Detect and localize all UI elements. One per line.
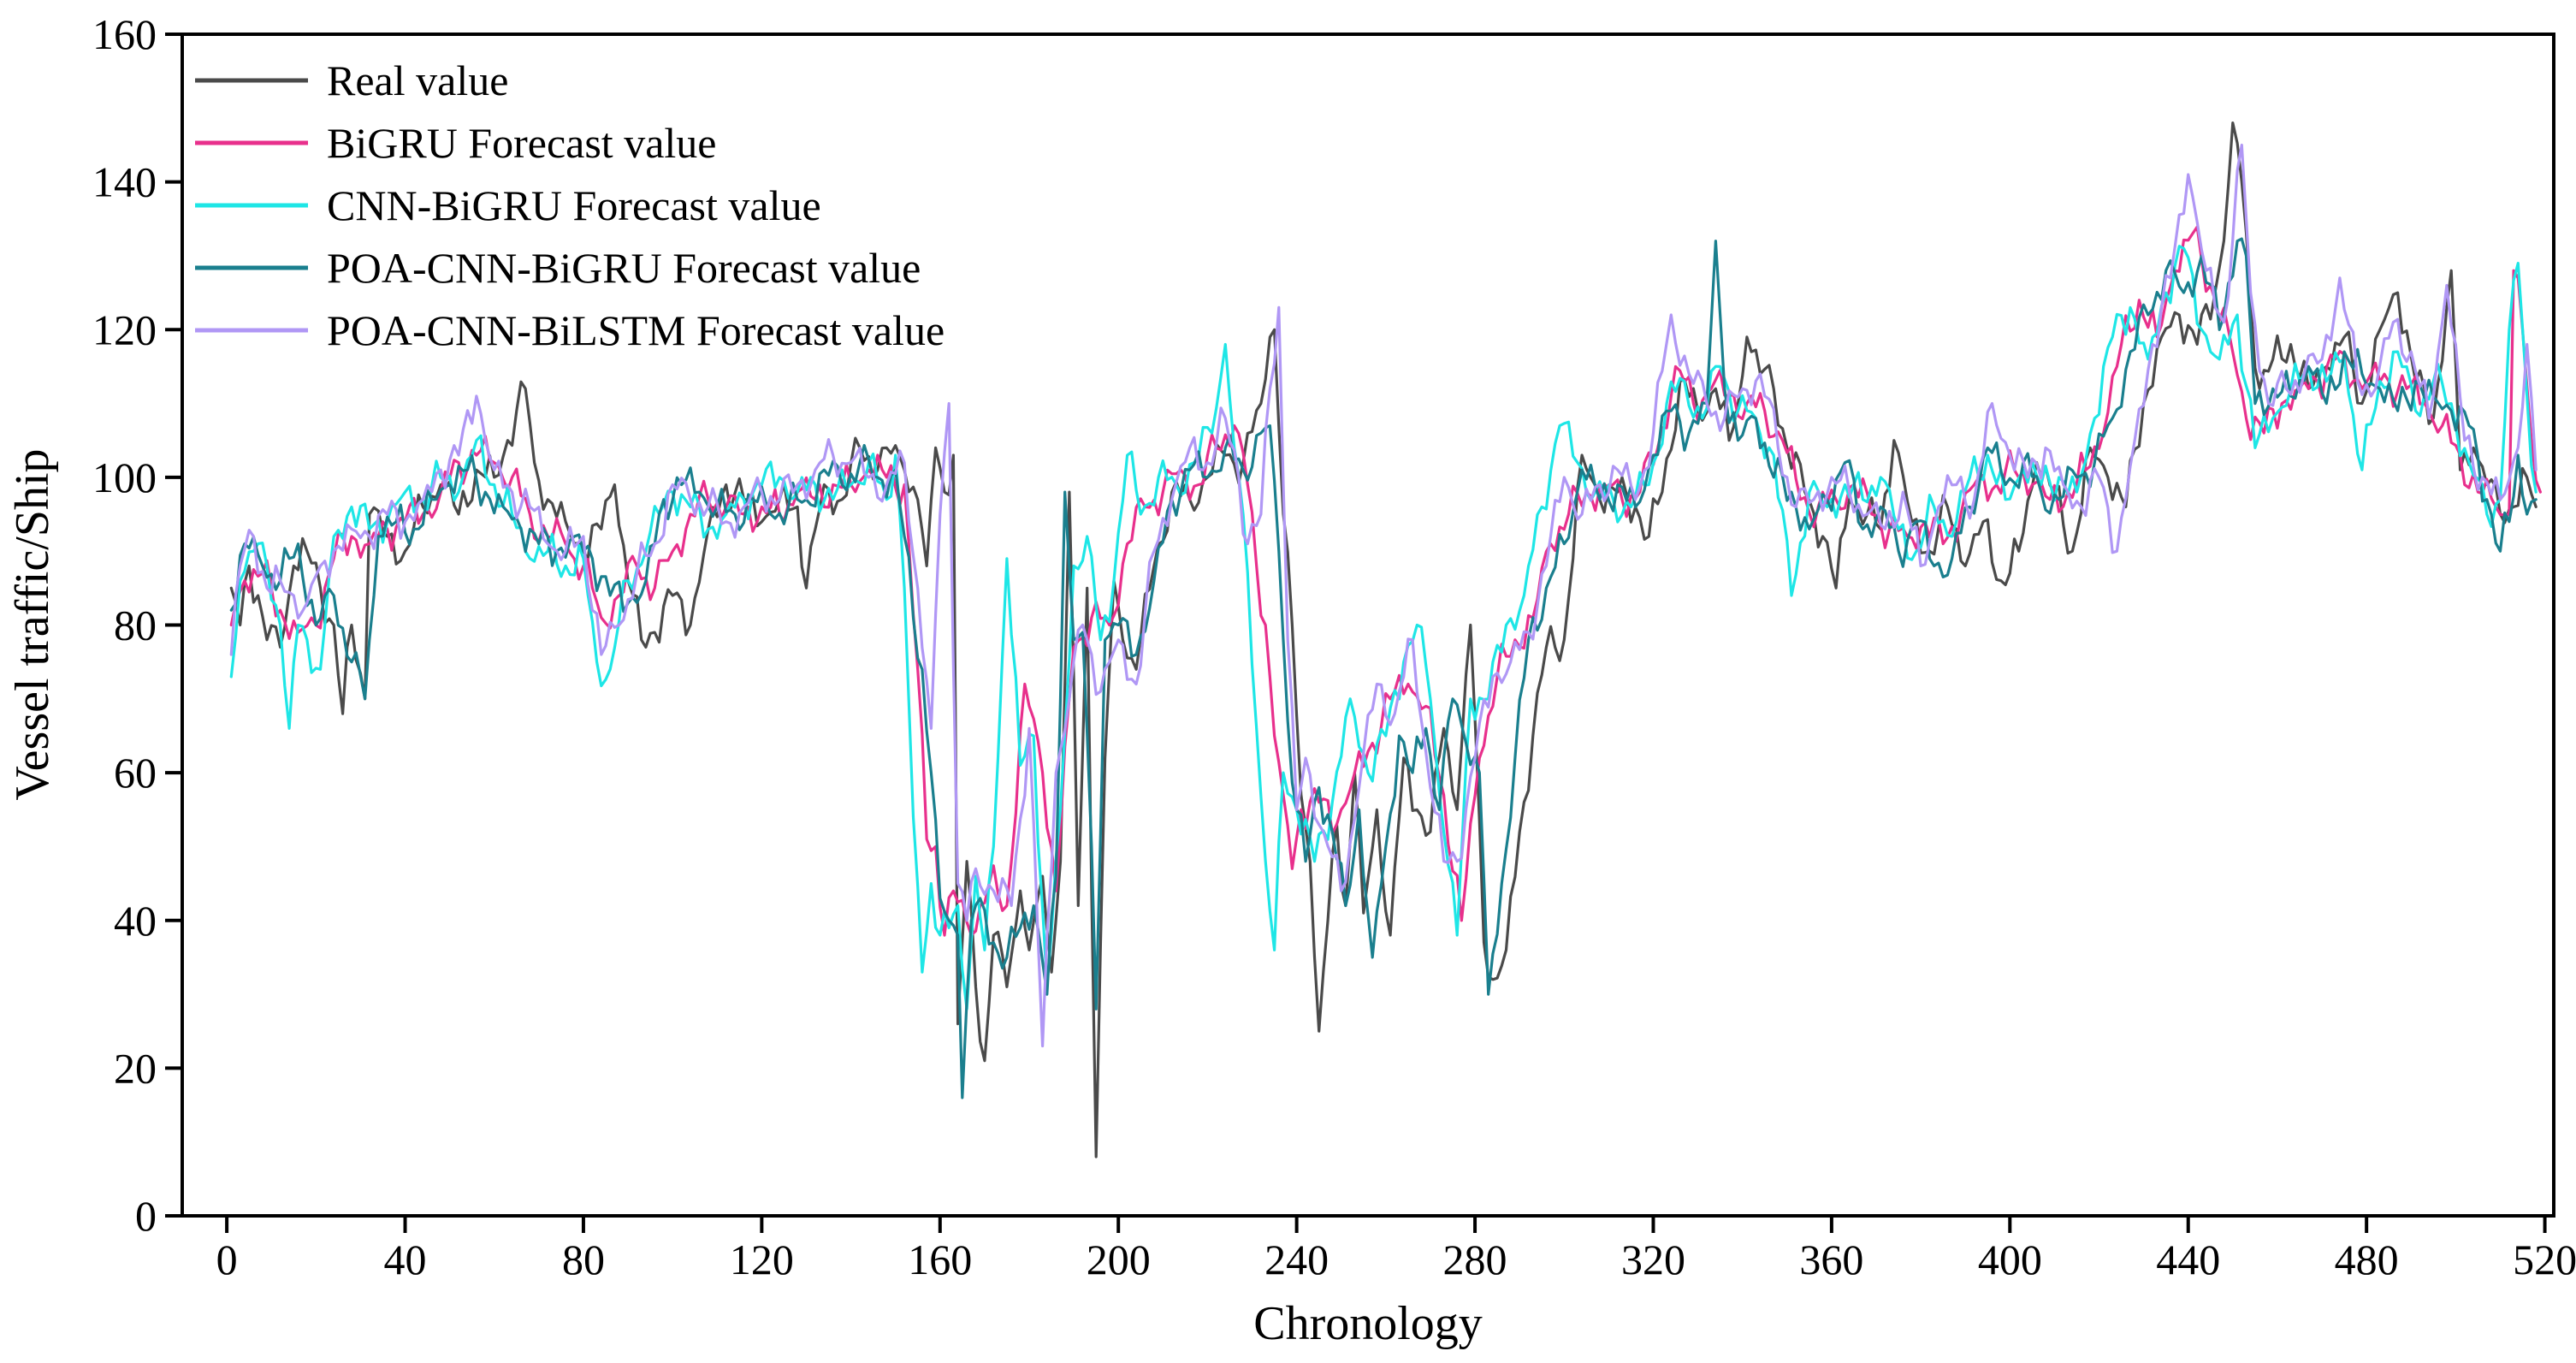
y-tick-label-0: 0	[135, 1192, 157, 1240]
y-tick-label-160: 160	[92, 10, 157, 58]
x-tick-label-240: 240	[1264, 1236, 1329, 1283]
legend-label-poa-cnn-bigru-forecast-value: POA-CNN-BiGRU Forecast value	[327, 244, 921, 292]
y-tick-label-100: 100	[92, 453, 157, 501]
x-tick-label-280: 280	[1443, 1236, 1507, 1283]
series-layer	[229, 121, 2542, 1159]
y-axis-ticks: 0 20 40 60 80 100 120 140 160	[92, 10, 182, 1240]
series-line-real-value	[229, 121, 2538, 1159]
series-line-poa-cnn-bigru-forecast-value	[229, 237, 2538, 1099]
legend-label-cnn-bigru-forecast-value: CNN-BiGRU Forecast value	[327, 181, 821, 229]
x-tick-label-120: 120	[730, 1236, 794, 1283]
y-tick-label-20: 20	[114, 1044, 157, 1092]
series-line-bigru-forecast-value	[229, 225, 2542, 937]
series-line-poa-cnn-bilstm-forecast-value	[229, 143, 2538, 1048]
legend-label-bigru-forecast-value: BiGRU Forecast value	[327, 119, 716, 167]
y-tick-label-80: 80	[114, 601, 157, 649]
x-tick-label-360: 360	[1799, 1236, 1863, 1283]
series-line-cnn-bigru-forecast-value	[229, 245, 2538, 1010]
x-tick-label-320: 320	[1621, 1236, 1685, 1283]
x-tick-label-440: 440	[2156, 1236, 2220, 1283]
y-axis-title: Vessel traffic/Ship	[6, 448, 59, 800]
x-tick-label-400: 400	[1978, 1236, 2042, 1283]
x-tick-label-0: 0	[216, 1236, 238, 1283]
x-tick-label-40: 40	[384, 1236, 427, 1283]
x-tick-label-160: 160	[908, 1236, 972, 1283]
x-tick-label-480: 480	[2335, 1236, 2399, 1283]
y-tick-label-140: 140	[92, 158, 157, 206]
x-tick-label-80: 80	[562, 1236, 605, 1283]
x-axis-title: Chronology	[1253, 1297, 1483, 1350]
x-tick-label-520: 520	[2513, 1236, 2576, 1283]
x-axis-ticks: 0 40 80 120 160 200 240 280 320 360 400 440 480 520	[216, 1216, 2576, 1283]
legend-label-poa-cnn-bilstm-forecast-value: POA-CNN-BiLSTM Forecast value	[327, 306, 945, 354]
y-tick-label-40: 40	[114, 897, 157, 945]
legend: Real value BiGRU Forecast value CNN-BiGRU …	[195, 56, 945, 354]
y-tick-label-120: 120	[92, 305, 157, 353]
legend-label-real-value: Real value	[327, 56, 508, 104]
y-tick-label-60: 60	[114, 749, 157, 797]
x-tick-label-200: 200	[1087, 1236, 1151, 1283]
